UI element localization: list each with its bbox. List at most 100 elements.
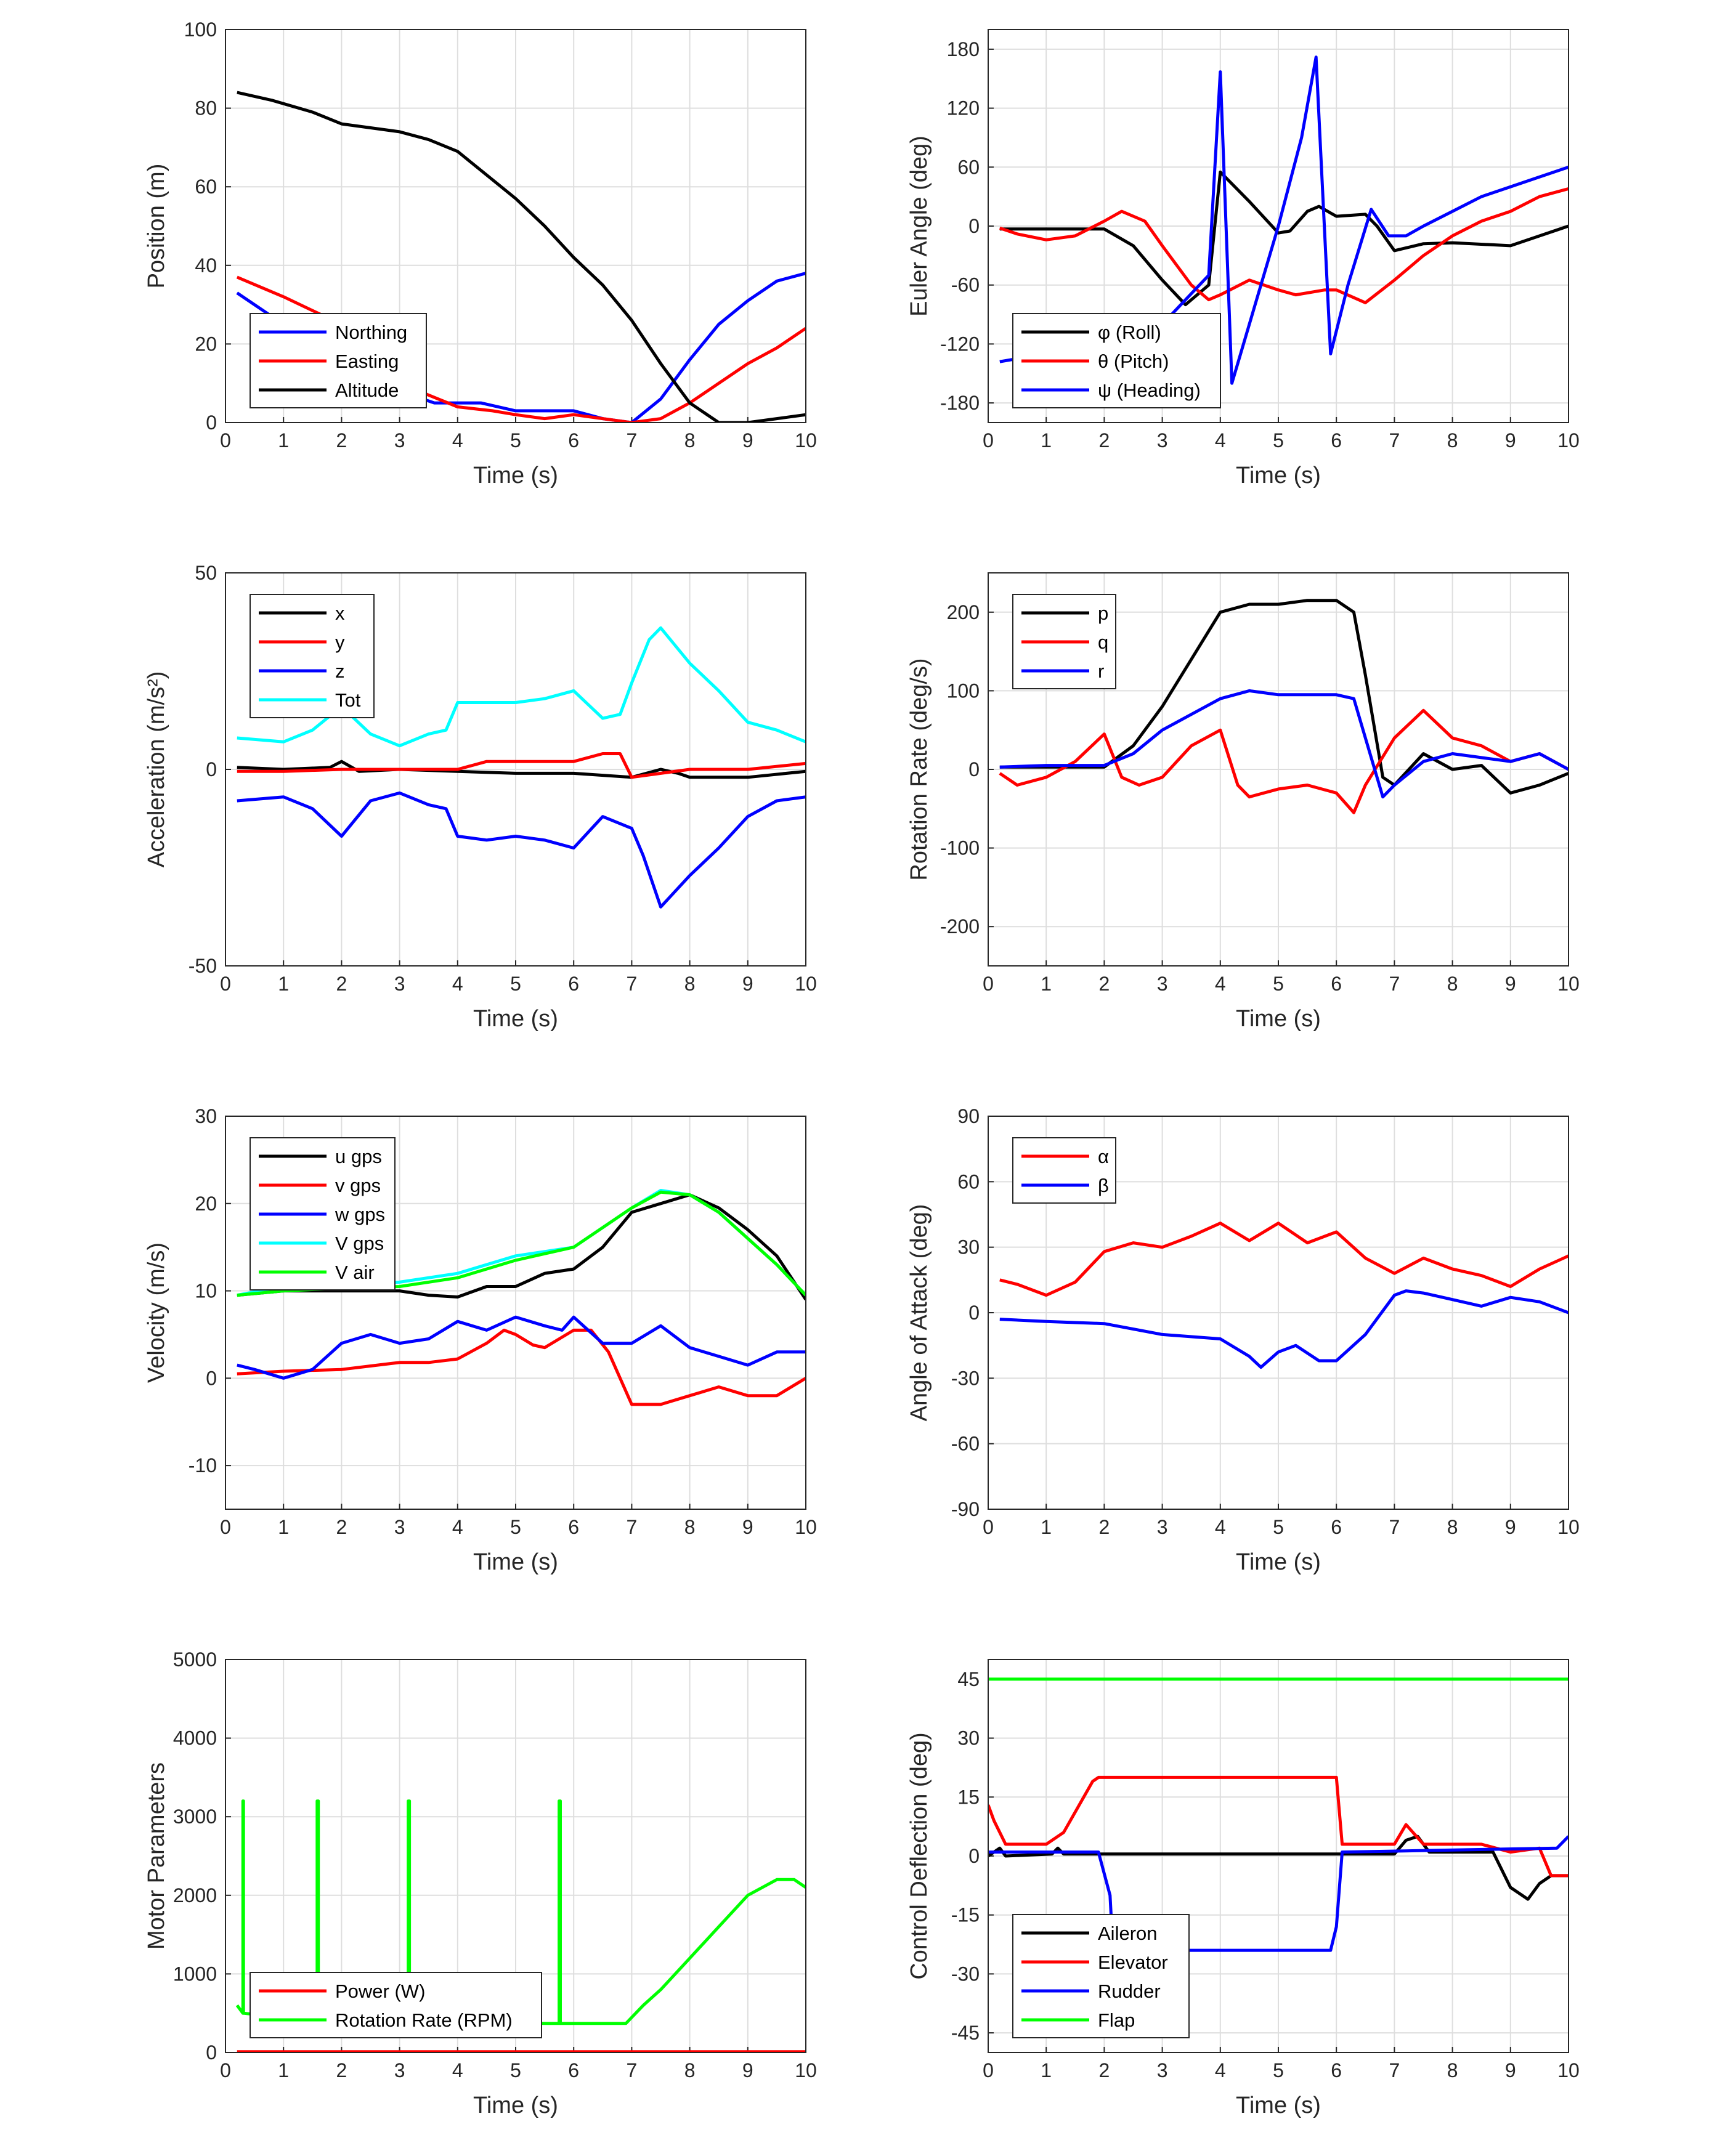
y-axis-label: Motor Parameters — [144, 1762, 169, 1950]
x-axis-label: Time (s) — [473, 1549, 558, 1575]
x-tick-label: 2 — [1099, 2059, 1110, 2081]
y-tick-label: 0 — [206, 2041, 217, 2064]
y-tick-label: 60 — [957, 1170, 980, 1193]
series-line-2 — [237, 791, 806, 909]
x-tick-label: 7 — [627, 2059, 638, 2081]
x-tick-label: 4 — [452, 1516, 463, 1538]
legend-label-0: u gps — [335, 1146, 382, 1167]
x-tick-label: 1 — [278, 429, 289, 452]
y-axis-label: Acceleration (m/s²) — [144, 671, 169, 868]
x-tick-label: 0 — [983, 2059, 994, 2081]
legend-box — [250, 1972, 542, 2038]
x-tick-label: 3 — [1157, 973, 1168, 995]
x-tick-label: 8 — [684, 429, 696, 452]
chart-3: 0 1 2 3 4 5 6 7 8 9 10 -200 -100 0 100 200 Time (s) Rotat… — [906, 572, 1580, 1032]
legend-label-2: Altitude — [335, 379, 399, 401]
y-tick-label: -90 — [951, 1498, 980, 1520]
y-tick-label: -180 — [940, 392, 980, 414]
legend-label-1: Rotation Rate (RPM) — [335, 2009, 513, 2031]
x-tick-label: 6 — [568, 973, 579, 995]
series-line-0 — [999, 599, 1569, 795]
x-tick-label: 9 — [1505, 2059, 1516, 2081]
x-tick-label: 0 — [983, 429, 994, 452]
x-tick-label: 10 — [795, 2059, 817, 2081]
x-tick-label: 4 — [452, 429, 463, 452]
x-tick-label: 8 — [1447, 429, 1458, 452]
y-tick-label: 100 — [184, 18, 217, 41]
x-tick-label: 1 — [278, 1516, 289, 1538]
series-line-1 — [999, 708, 1569, 814]
chart-4: 0 1 2 3 4 5 6 7 8 9 10 -10 0 10 20 30 Time (s) Velocity (… — [144, 1105, 817, 1575]
x-tick-label: 7 — [1389, 973, 1400, 995]
y-tick-label: 0 — [206, 758, 217, 780]
series-line-2 — [237, 1315, 806, 1380]
y-axis-label: Euler Angle (deg) — [906, 136, 932, 317]
axes-box — [225, 1116, 806, 1510]
y-tick-label: -60 — [951, 274, 980, 296]
x-tick-label: 1 — [278, 2059, 289, 2081]
x-tick-label: 6 — [1331, 2059, 1342, 2081]
y-tick-label: 15 — [957, 1786, 980, 1808]
y-tick-label: 0 — [206, 1367, 217, 1389]
x-tick-label: 6 — [1331, 973, 1342, 995]
x-tick-label: 5 — [1273, 429, 1284, 452]
x-tick-label: 9 — [742, 1516, 753, 1538]
y-tick-label: 180 — [947, 38, 980, 60]
series-line-0 — [999, 170, 1569, 307]
series-line-1 — [237, 752, 806, 779]
legend-label-3: Flap — [1098, 2009, 1135, 2031]
y-tick-label: -100 — [940, 837, 980, 859]
x-tick-label: 1 — [1041, 429, 1052, 452]
x-tick-label: 1 — [1041, 2059, 1052, 2081]
x-tick-label: 10 — [795, 973, 817, 995]
legend-label-0: Aileron — [1098, 1923, 1158, 1944]
series-line-1 — [999, 187, 1569, 304]
x-tick-label: 0 — [220, 429, 231, 452]
x-axis-label: Time (s) — [1236, 1549, 1321, 1575]
x-tick-label: 0 — [983, 1516, 994, 1538]
series-line-1 — [999, 1289, 1569, 1369]
legend-label-0: p — [1098, 602, 1108, 624]
x-tick-label: 6 — [568, 2059, 579, 2081]
x-tick-label: 2 — [1099, 973, 1110, 995]
y-tick-label: 40 — [195, 254, 217, 277]
legend-label-2: ψ (Heading) — [1098, 379, 1201, 401]
x-tick-label: 4 — [452, 973, 463, 995]
x-tick-label: 6 — [568, 1516, 579, 1538]
x-tick-label: 5 — [510, 1516, 521, 1538]
y-tick-label: 20 — [195, 1193, 217, 1215]
y-tick-label: 60 — [957, 156, 980, 178]
x-tick-label: 5 — [1273, 2059, 1284, 2081]
x-tick-label: 3 — [394, 973, 405, 995]
y-axis-label: Position (m) — [144, 164, 169, 289]
series-line-0 — [237, 1193, 806, 1301]
y-tick-label: 3000 — [173, 1805, 217, 1828]
legend-label-1: q — [1098, 631, 1108, 653]
legend-label-2: z — [335, 660, 345, 682]
legend-label-2: Rudder — [1098, 1980, 1161, 2002]
chart-1: 0 1 2 3 4 5 6 7 8 9 10 -180 -120 -60 0 60 120 180 Time (s)… — [906, 29, 1580, 488]
x-tick-label: 2 — [336, 1516, 347, 1538]
axes-box — [225, 29, 806, 423]
x-tick-label: 3 — [394, 2059, 405, 2081]
x-tick-label: 3 — [394, 1516, 405, 1538]
x-tick-label: 1 — [278, 973, 289, 995]
legend-label-0: α — [1098, 1146, 1109, 1167]
x-tick-label: 2 — [1099, 1516, 1110, 1538]
x-tick-label: 4 — [1215, 973, 1226, 995]
y-tick-label: -15 — [951, 1904, 980, 1926]
x-tick-label: 5 — [1273, 1516, 1284, 1538]
y-tick-label: 45 — [957, 1668, 980, 1690]
x-tick-label: 8 — [684, 1516, 696, 1538]
legend-label-1: θ (Pitch) — [1098, 351, 1169, 372]
x-tick-label: 2 — [336, 973, 347, 995]
series-line-2 — [237, 91, 806, 423]
x-tick-label: 7 — [627, 973, 638, 995]
chart-5: 0 1 2 3 4 5 6 7 8 9 10 -90 -60 -30 0 30 60 90 Time (s) Angl… — [906, 1105, 1580, 1575]
x-tick-label: 2 — [336, 2059, 347, 2081]
x-tick-label: 10 — [1557, 1516, 1580, 1538]
y-tick-label: 200 — [947, 601, 980, 623]
x-axis-label: Time (s) — [1236, 463, 1321, 488]
